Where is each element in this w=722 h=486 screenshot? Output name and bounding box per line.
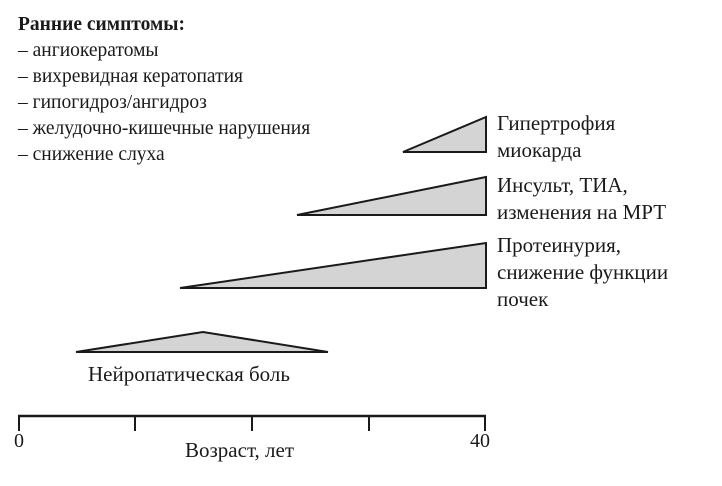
early-symptom-item: – желудочно-кишечные нарушения xyxy=(18,118,311,139)
insult-label-line: Инсульт, ТИА, xyxy=(497,173,628,197)
early-symptoms-title: Ранние симптомы: xyxy=(18,14,186,35)
proteinuria-label: Протеинурия, снижение функции почек xyxy=(497,232,668,313)
proteinuria-label-line: Протеинурия, xyxy=(497,233,622,257)
hypertrophy-label-line: миокарда xyxy=(497,138,582,162)
early-symptom-item: – гипогидроз/ангидроз xyxy=(18,92,207,113)
early-symptom-item: – вихревидная кератопатия xyxy=(18,66,243,87)
insult-label-line: изменения на МРТ xyxy=(497,200,667,224)
axis-tick-label-max: 40 xyxy=(470,430,490,452)
early-symptom-item: – ангиокератомы xyxy=(18,40,159,61)
hypertrophy-label: Гипертрофия миокарда xyxy=(497,110,615,164)
early-symptoms-list: – ангиокератомы – вихревидная кератопати… xyxy=(18,38,310,168)
neuropathic-wedge xyxy=(75,330,329,353)
hypertrophy-wedge xyxy=(402,115,487,153)
insult-label: Инсульт, ТИА, изменения на МРТ xyxy=(497,172,666,226)
proteinuria-label-line: почек xyxy=(497,287,549,311)
proteinuria-label-line: снижение функции xyxy=(497,260,669,284)
axis-tick-label-min: 0 xyxy=(14,430,24,452)
neuropathic-pain-label: Нейропатическая боль xyxy=(88,362,290,386)
proteinuria-wedge xyxy=(179,241,487,289)
hypertrophy-label-line: Гипертрофия xyxy=(497,111,616,135)
insult-wedge xyxy=(296,175,487,216)
early-symptoms-block: Ранние симптомы: – ангиокератомы – вихре… xyxy=(18,12,310,168)
axis-title: Возраст, лет xyxy=(185,438,295,462)
early-symptom-item: – снижение слуха xyxy=(18,144,165,165)
